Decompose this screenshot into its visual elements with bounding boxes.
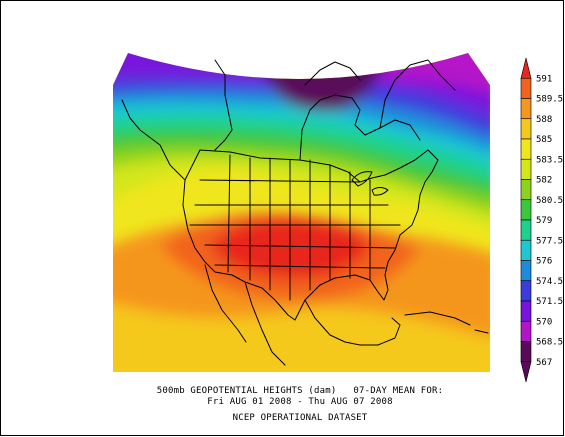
map-boundaries (121, 59, 489, 366)
caption-line-3: NCEP OPERATIONAL DATASET (232, 413, 368, 423)
colorbar-swatch (520, 77, 532, 99)
colorbar-swatch (520, 300, 532, 322)
colorbar-swatch (520, 199, 532, 221)
colorbar-label: 585 (536, 135, 552, 145)
colorbar-label: 568.5 (536, 338, 563, 348)
colorbar-swatch (520, 98, 532, 120)
colorbar-label: 574.5 (536, 277, 563, 287)
colorbar-label: 577.5 (536, 236, 563, 246)
colorbar-label: 571.5 (536, 297, 563, 307)
colorbar-top-arrow (520, 57, 532, 79)
height-field (113, 53, 490, 372)
colorbar-swatch (520, 138, 532, 160)
colorbar-label: 588 (536, 115, 552, 125)
colorbar-label: 579 (536, 216, 552, 226)
colorbar-label: 576 (536, 257, 552, 267)
colorbar-label: 589.5 (536, 95, 563, 105)
caption-line-2: Fri AUG 01 2008 - Thu AUG 07 2008 (207, 397, 393, 407)
caption-line-1: 500mb GEOPOTENTIAL HEIGHTS (dam) 07-DAY … (156, 386, 444, 396)
colorbar-label: 582 (536, 176, 552, 186)
colorbar: 591 589.5 588 585 583.5 582 580.5 579 577.5 576 57… (520, 57, 563, 383)
colorbar-swatch (520, 341, 532, 363)
colorbar-swatch (520, 280, 532, 302)
colorbar-swatch (520, 179, 532, 201)
colorbar-bottom-arrow (520, 361, 532, 383)
colorbar-label: 567 (536, 358, 552, 368)
colorbar-label: 583.5 (536, 155, 563, 165)
colorbar-label: 570 (536, 317, 552, 327)
colorbar-label: 580.5 (536, 196, 563, 206)
colorbar-label: 591 (536, 74, 552, 84)
colorbar-swatch (520, 118, 532, 140)
colorbar-swatch (520, 260, 532, 282)
colorbar-swatch (520, 158, 532, 180)
colorbar-swatch (520, 219, 532, 241)
colorbar-swatch (520, 320, 532, 342)
colorbar-swatch (520, 239, 532, 261)
